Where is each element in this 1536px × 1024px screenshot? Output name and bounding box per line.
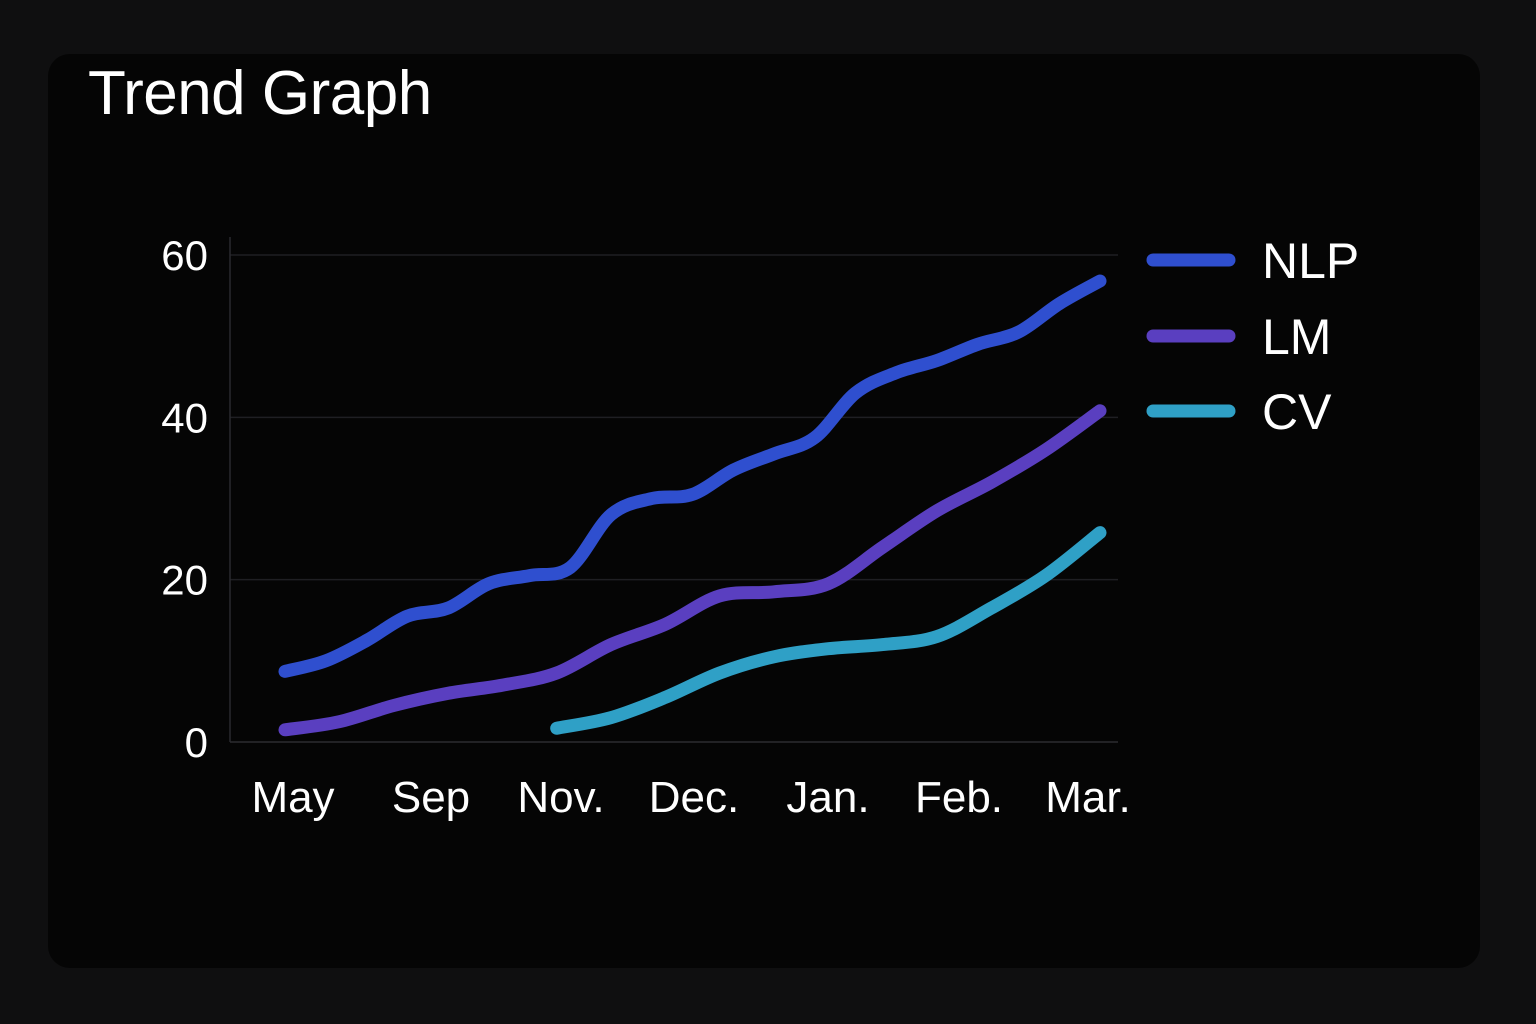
x-tick-label: Dec.: [649, 773, 739, 822]
series-line-nlp: [278, 274, 1107, 678]
chart-card: [48, 54, 1480, 968]
y-tick-label: 40: [161, 394, 208, 441]
legend-item-lm: LM: [1146, 309, 1331, 365]
y-tick-label: 20: [161, 557, 208, 604]
chart-title: Trend Graph: [88, 59, 432, 128]
y-tick-label: 0: [185, 719, 208, 766]
x-tick-label: Feb.: [915, 773, 1003, 822]
x-tick-label: Nov.: [517, 773, 604, 822]
grid-lines: [230, 254, 1118, 743]
legend: NLP LM CV: [1146, 233, 1359, 440]
y-tick-label: 60: [161, 232, 208, 279]
x-tick-label: May: [251, 773, 334, 822]
x-tick-label: Sep: [392, 773, 470, 822]
x-tick-label: Mar.: [1045, 773, 1131, 822]
legend-label: LM: [1262, 309, 1331, 365]
legend-label: CV: [1262, 384, 1332, 440]
y-axis: 0 20 40 60: [161, 232, 231, 766]
x-tick-label: Jan.: [786, 773, 869, 822]
series-lines: [278, 274, 1107, 737]
x-axis: May Sep Nov. Dec. Jan. Feb. Mar.: [251, 773, 1130, 822]
legend-label: NLP: [1262, 233, 1359, 289]
legend-item-cv: CV: [1146, 384, 1332, 440]
series-line-lm: [278, 404, 1107, 737]
series-line-cv: [550, 526, 1107, 735]
legend-item-nlp: NLP: [1146, 233, 1359, 289]
